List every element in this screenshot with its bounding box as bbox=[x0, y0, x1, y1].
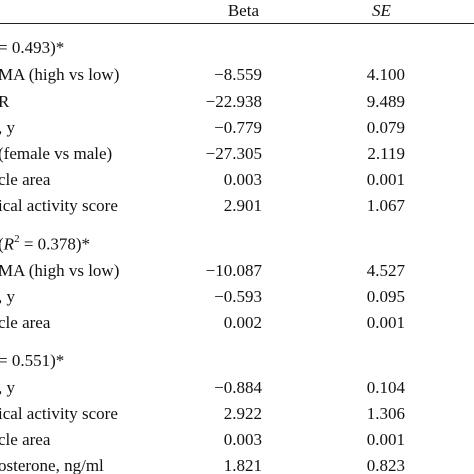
row-beta: 1.821 bbox=[223, 456, 262, 474]
section-title-2-sup: 2 bbox=[14, 233, 20, 245]
section-title-2-pre: ( bbox=[0, 235, 4, 254]
row-se: 4.527 bbox=[366, 261, 405, 280]
section-title-2-post: = 0.378)* bbox=[19, 234, 91, 254]
row-label: , y bbox=[0, 118, 15, 137]
row-beta: 0.002 bbox=[223, 313, 262, 332]
row-se: 1.067 bbox=[366, 196, 405, 215]
row-se: 0.104 bbox=[366, 378, 405, 397]
row-beta: −0.884 bbox=[214, 378, 262, 397]
row-beta: 2.922 bbox=[223, 404, 262, 423]
section-title-1: = 0.493)* bbox=[0, 38, 65, 57]
row-se: 0.001 bbox=[366, 430, 405, 449]
row-label: cle area bbox=[0, 170, 51, 189]
row-label: ical activity score bbox=[0, 196, 118, 215]
row-se: 0.823 bbox=[366, 456, 405, 474]
row-se: 2.119 bbox=[367, 144, 405, 163]
row-label: , y bbox=[0, 378, 15, 397]
column-header-beta: Beta bbox=[227, 1, 259, 20]
row-beta: −22.938 bbox=[205, 92, 262, 111]
row-beta: 2.901 bbox=[223, 196, 262, 215]
row-label: MA (high vs low) bbox=[0, 261, 120, 280]
row-se: 0.079 bbox=[366, 118, 405, 137]
row-beta: −10.087 bbox=[205, 261, 262, 280]
row-se: 4.100 bbox=[366, 65, 405, 84]
column-header-se: SE bbox=[372, 1, 391, 20]
row-se: 0.001 bbox=[366, 170, 405, 189]
row-label: ical activity score bbox=[0, 404, 118, 423]
row-se: 9.489 bbox=[366, 92, 405, 111]
header-rule bbox=[0, 23, 474, 24]
row-label: cle area bbox=[0, 430, 51, 449]
row-se: 0.095 bbox=[366, 287, 405, 306]
row-se: 0.001 bbox=[366, 313, 405, 332]
row-beta: −0.779 bbox=[214, 118, 262, 137]
row-beta: 0.003 bbox=[223, 170, 262, 189]
row-label: R bbox=[0, 92, 10, 111]
section-title-2: (R2 = 0.378)* bbox=[0, 233, 91, 254]
row-label: cle area bbox=[0, 313, 51, 332]
row-beta: −8.559 bbox=[214, 65, 262, 84]
row-beta: −27.305 bbox=[205, 144, 262, 163]
section-title-2-var: R bbox=[3, 234, 15, 254]
row-label: osterone, ng/ml bbox=[0, 456, 104, 474]
row-se: 1.306 bbox=[366, 404, 405, 423]
row-label: , y bbox=[0, 287, 15, 306]
row-label: (female vs male) bbox=[0, 144, 113, 163]
row-beta: 0.003 bbox=[223, 430, 262, 449]
row-label: MA (high vs low) bbox=[0, 65, 120, 84]
row-beta: −0.593 bbox=[214, 287, 262, 306]
section-title-3: = 0.551)* bbox=[0, 351, 65, 370]
